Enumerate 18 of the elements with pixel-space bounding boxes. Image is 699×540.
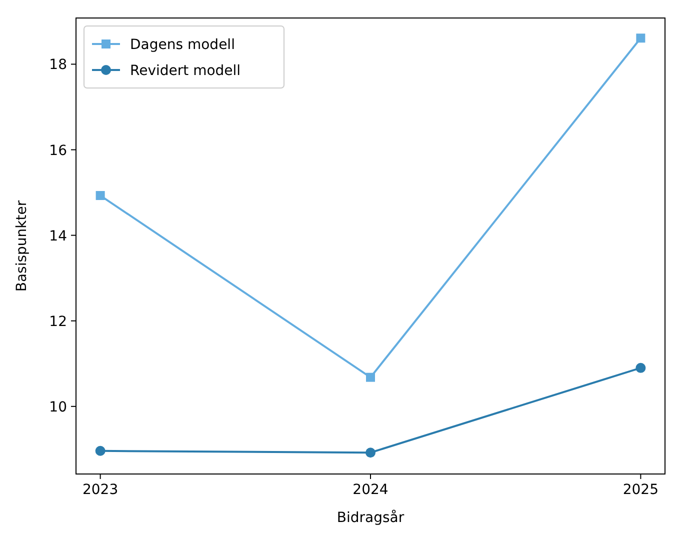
point <box>636 362 646 373</box>
y-tick-label: 12 <box>49 314 67 330</box>
x-axis-title: Bidragsår <box>336 509 404 526</box>
point <box>366 448 376 458</box>
y-tick-label: 10 <box>49 399 67 416</box>
point <box>95 446 106 456</box>
y-axis-title: Basispunkter <box>14 200 30 292</box>
y-tick-label: 16 <box>49 142 68 159</box>
legend-label: Revidert modell <box>130 63 241 79</box>
y-tick-label: 18 <box>49 57 67 74</box>
point <box>96 191 105 200</box>
x-tick-label: 2023 <box>82 482 118 498</box>
legend-label: Dagens modell <box>130 37 235 53</box>
x-tick-label: 2025 <box>622 482 659 498</box>
point <box>366 372 375 382</box>
point <box>636 34 646 43</box>
y-tick-label: 14 <box>49 228 68 244</box>
x-tick-label: 2024 <box>352 482 388 498</box>
